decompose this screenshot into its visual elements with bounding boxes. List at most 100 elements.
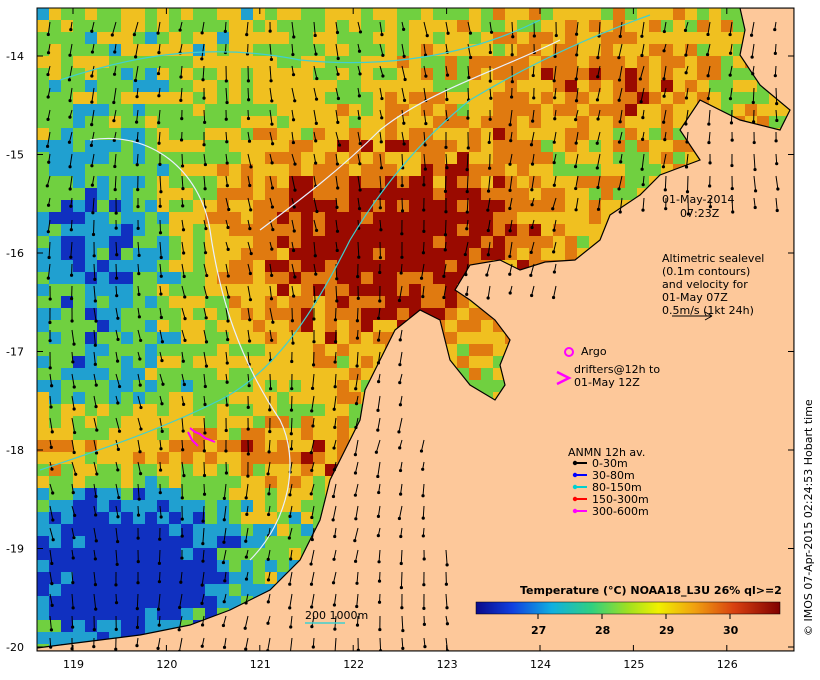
velocity-arrow-head [445, 97, 449, 102]
velocity-arrow-head [92, 645, 96, 649]
sst-pixel [109, 332, 121, 344]
sst-pixel [409, 188, 421, 200]
velocity-arrow-head [531, 73, 535, 78]
velocity-arrow-head [74, 472, 78, 476]
sst-pixel [97, 20, 109, 32]
velocity-arrow-head [116, 515, 120, 519]
velocity-arrow-head [465, 292, 469, 296]
velocity-arrow [111, 21, 117, 36]
sst-pixel [325, 392, 337, 404]
sst-pixel [481, 44, 493, 56]
velocity-arrow-head [595, 166, 599, 170]
velocity-arrow-head [202, 96, 206, 100]
sst-pixel [613, 188, 625, 200]
sst-pixel [565, 164, 577, 176]
sst-pixel [169, 116, 181, 128]
sst-pixel [85, 260, 97, 272]
velocity-arrow-head [332, 468, 336, 472]
velocity-arrow-head [355, 604, 359, 609]
sst-pixel [37, 212, 49, 224]
sst-pixel [289, 320, 301, 332]
sst-pixel [109, 536, 121, 548]
sst-pixel [289, 80, 301, 92]
sst-pixel [361, 212, 373, 224]
sst-pixel [145, 572, 157, 584]
sst-pixel [601, 92, 613, 104]
sst-pixel [265, 488, 277, 500]
sst-pixel [109, 236, 121, 248]
sst-pixel [145, 344, 157, 356]
velocity-arrow-head [113, 188, 117, 192]
velocity-arrow-head [183, 295, 187, 299]
velocity-arrow-head [223, 29, 227, 33]
velocity-arrow-head [419, 449, 424, 453]
velocity-arrow-head [290, 319, 295, 323]
sst-pixel [145, 116, 157, 128]
argo-label: Argo [581, 345, 607, 358]
sst-pixel [421, 212, 433, 224]
sst-pixel [205, 8, 217, 20]
sst-pixel [481, 212, 493, 224]
velocity-arrow [313, 197, 318, 212]
sst-pixel [37, 320, 49, 332]
velocity-arrow [159, 263, 162, 277]
velocity-arrow [222, 549, 227, 563]
velocity-arrow-head [248, 183, 252, 188]
sst-pixel [661, 92, 673, 104]
sst-pixel [793, 104, 794, 116]
sst-pixel [529, 152, 541, 164]
sst-pixel [157, 476, 169, 488]
velocity-arrow-head [269, 79, 273, 83]
velocity-arrow-head [117, 429, 122, 433]
velocity-arrow-head [114, 647, 118, 651]
sst-pixel [73, 512, 85, 524]
depth-legend-label: 300-600m [592, 505, 649, 518]
velocity-arrow-head [639, 100, 643, 104]
velocity-arrow-head [773, 74, 777, 78]
sst-pixel [313, 440, 325, 452]
velocity-arrow [444, 219, 447, 235]
velocity-arrow [465, 263, 469, 275]
sst-pixel [49, 140, 61, 152]
sst-pixel [301, 512, 313, 524]
sst-pixel [61, 476, 73, 488]
sst-pixel [61, 152, 73, 164]
sst-pixel [553, 200, 565, 212]
sst-pixel [649, 152, 661, 164]
sst-pixel [457, 140, 469, 152]
velocity-arrow-head [247, 139, 252, 143]
sst-pixel [97, 308, 109, 320]
velocity-arrow-head [332, 557, 336, 561]
velocity-arrow-head [116, 337, 120, 342]
sst-pixel [205, 104, 217, 116]
velocity-arrow-head [446, 31, 450, 35]
velocity-arrow-head [269, 297, 274, 301]
sst-pixel [301, 476, 313, 488]
sst-pixel [601, 164, 613, 176]
velocity-arrow-head [179, 138, 184, 142]
sst-pixel [301, 332, 313, 344]
sst-pixel [661, 128, 673, 140]
velocity-arrow-head [159, 274, 163, 278]
sst-pixel [145, 224, 157, 236]
sst-pixel [97, 32, 109, 44]
sst-pixel [517, 8, 529, 20]
velocity-arrow-head [266, 472, 270, 476]
depth-legend-arrow-head [572, 484, 578, 490]
sst-pixel [313, 20, 325, 32]
sst-pixel [373, 20, 385, 32]
velocity-arrow [335, 153, 338, 165]
velocity-arrow [289, 571, 293, 585]
sst-pixel [73, 140, 85, 152]
sst-pixel [529, 104, 541, 116]
velocity-arrow-head [180, 164, 185, 168]
velocity-arrow [115, 527, 119, 542]
sst-pixel [385, 188, 397, 200]
sst-pixel [457, 68, 469, 80]
sst-pixel [97, 572, 109, 584]
velocity-arrow-head [355, 623, 360, 627]
velocity-arrow-head [203, 187, 207, 191]
sst-pixel [109, 476, 121, 488]
sst-pixel [133, 212, 145, 224]
velocity-arrow-head [266, 600, 270, 604]
